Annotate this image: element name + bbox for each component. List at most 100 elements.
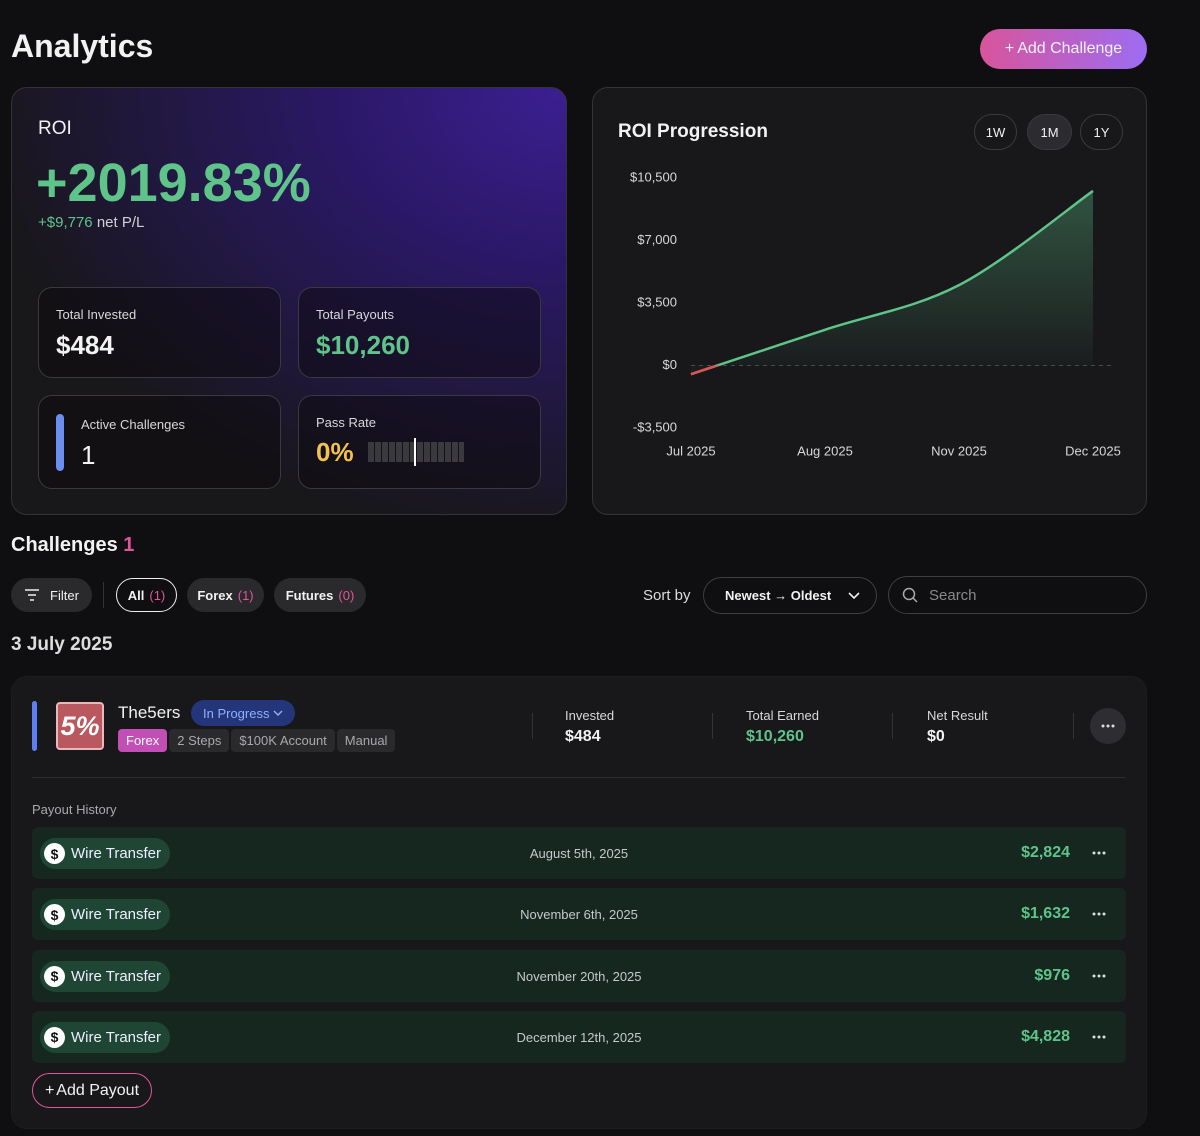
payout-date: December 12th, 2025 (516, 1029, 642, 1045)
range-button[interactable]: 1M (1027, 114, 1072, 150)
dot (1102, 912, 1106, 916)
dot (1102, 974, 1106, 978)
payout-date: November 20th, 2025 (516, 968, 642, 984)
tab[interactable]: All (1) (116, 578, 177, 612)
metric-label: Net Result (927, 708, 988, 723)
tab-label: Futures (285, 587, 334, 603)
sort-value: Newest → Oldest (725, 588, 832, 603)
roi-label: ROI (38, 118, 72, 139)
challenges-heading: Challenges 1 (11, 534, 134, 557)
filter-button[interactable]: Filter (11, 578, 92, 612)
range-button[interactable]: 1Y (1080, 114, 1123, 150)
payout-amount: $4,828 (1021, 1027, 1070, 1045)
plus-icon: + (44, 1081, 55, 1099)
filter-label: Filter (50, 587, 79, 603)
tab-count: (1) (237, 587, 254, 603)
net-amount: +$9,776 (38, 214, 93, 231)
metric-value: $10,260 (746, 728, 804, 745)
payout-row: $ Wire Transfer August 5th, 2025 $2,824 (32, 827, 1126, 879)
currency-icon: $ (44, 904, 65, 926)
dot (1102, 851, 1106, 855)
dot (1092, 912, 1096, 916)
search-placeholder: Search (929, 586, 977, 604)
payout-amount: $2,824 (1021, 844, 1070, 861)
net-pl: +$9,776 net P/L (38, 214, 144, 231)
method-chip: $ Wire Transfer (40, 960, 171, 992)
button-label: Add Challenge (1017, 40, 1123, 57)
range-button[interactable]: 1W (974, 114, 1017, 150)
payout-row: $ Wire Transfer November 20th, 2025 $976 (32, 949, 1126, 1002)
dot (1097, 851, 1101, 855)
plus-icon: + (1004, 40, 1015, 57)
area (691, 190, 1093, 375)
payout-history-label: Payout History (32, 802, 117, 817)
chevron (273, 710, 283, 716)
status-pill[interactable]: In Progress (191, 700, 296, 726)
status-label: In Progress (203, 705, 270, 721)
tab[interactable]: Forex (1) (187, 578, 264, 612)
sort-select[interactable]: Newest → Oldest (703, 577, 877, 614)
payout-method: Wire Transfer (71, 967, 162, 985)
divider (712, 713, 713, 739)
stat-label: Total Invested (56, 307, 137, 322)
x-tick-label: Nov 2025 (931, 443, 987, 458)
line (690, 189, 1094, 376)
dot (1092, 974, 1096, 978)
stat-label: Total Payouts (316, 307, 395, 322)
pass-rate-bar (368, 442, 464, 462)
method-chip: $ Wire Transfer (40, 838, 171, 869)
sort-label: Sort by (643, 587, 691, 604)
search-input[interactable]: Search (888, 576, 1147, 614)
row-menu[interactable] (1092, 974, 1106, 978)
dots-icon (1101, 724, 1115, 728)
payout-date: November 6th, 2025 (520, 907, 638, 923)
tag: 2 Steps (169, 729, 230, 752)
payout-amount: $976 (1034, 966, 1070, 984)
add-payout-button[interactable]: + Add Payout (32, 1073, 152, 1108)
roi-value: +2019.83% (36, 153, 311, 213)
tab-count: (0) (338, 587, 355, 603)
challenges-title: Challenges (11, 534, 118, 556)
active-indicator (56, 414, 64, 471)
stat-value: 0% (316, 437, 354, 467)
stat-value: $10,260 (316, 330, 410, 360)
y-tick-label: $7,000 (637, 232, 677, 247)
payout-method: Wire Transfer (71, 845, 162, 862)
row-menu[interactable] (1092, 1035, 1106, 1039)
dot (1097, 1035, 1101, 1039)
row-menu[interactable] (1092, 912, 1106, 916)
net-label: net P/L (96, 214, 145, 231)
stat-label: Pass Rate (316, 415, 376, 430)
metric-value: $0 (927, 728, 945, 745)
stat-box: Active Challenges 1 (38, 395, 281, 489)
roi-chart: ROI Progression -$3,500 $0 $3,500 $7,000 $10… (618, 121, 1121, 458)
currency-icon: $ (44, 1026, 65, 1048)
add-challenge-button[interactable]: + Add Challenge (980, 29, 1147, 69)
y-tick-label: $0 (663, 357, 677, 372)
search-icon (902, 587, 918, 603)
stat-label: Active Challenges (81, 417, 186, 432)
currency-icon: $ (44, 843, 65, 864)
tag: Manual (336, 729, 396, 752)
tab[interactable]: Futures (0) (274, 578, 366, 612)
metric-label: Total Earned (746, 708, 819, 723)
y-tick-label: $10,500 (630, 169, 677, 184)
dot (1092, 1035, 1096, 1039)
roi-chart-card: ROI Progression -$3,500 $0 $3,500 $7,000 $10… (592, 87, 1147, 515)
button-label: Add Payout (56, 1081, 140, 1099)
divider (103, 582, 104, 608)
chart-title: ROI Progression (618, 121, 768, 142)
x-tick-label: Jul 2025 (666, 443, 715, 458)
tab-label: Forex (197, 587, 233, 603)
more-button[interactable] (1090, 708, 1126, 744)
y-tick-label: -$3,500 (633, 419, 677, 434)
row-menu[interactable] (1092, 851, 1106, 855)
payout-method: Wire Transfer (71, 906, 162, 924)
filter-icon (25, 589, 40, 601)
roi-card: ROI +2019.83% +$9,776 net P/L Total Inve… (11, 87, 567, 515)
stat-value: 1 (81, 440, 96, 470)
challenge-indicator (32, 701, 37, 751)
metric-value: $484 (565, 728, 601, 745)
tag: $100K Account (231, 729, 335, 752)
